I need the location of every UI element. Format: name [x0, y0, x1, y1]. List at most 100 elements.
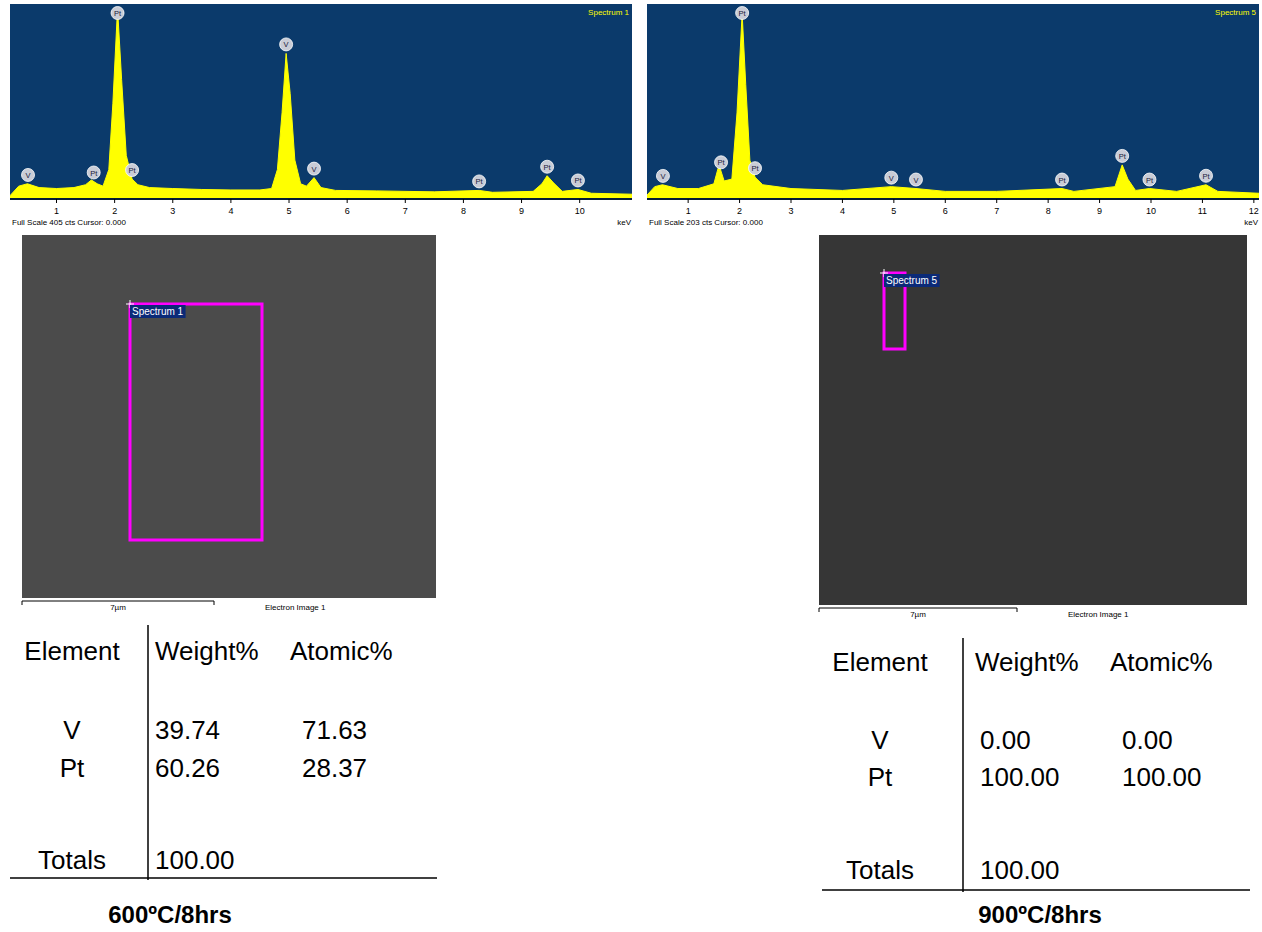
table-header: Atomic%	[1110, 647, 1213, 677]
peak-marker	[749, 162, 762, 175]
x-tick-label: 6	[345, 206, 350, 216]
x-tick-label: 4	[840, 206, 845, 216]
table-cell: V	[871, 725, 889, 755]
x-tick	[945, 199, 946, 203]
x-tick	[739, 199, 740, 203]
peak-label: Pt	[1202, 172, 1210, 181]
x-tick-label: 1	[54, 206, 59, 216]
peak-label: V	[889, 174, 894, 183]
x-tick-label: 6	[943, 206, 948, 216]
peak-label: Pt	[751, 164, 759, 173]
x-tick	[521, 199, 522, 203]
peak-label: V	[284, 40, 289, 49]
x-tick-label: 3	[788, 206, 793, 216]
x-tick	[1253, 199, 1254, 203]
x-tick-label: 12	[1249, 206, 1259, 216]
panel: Spectrum 17µmElectron Image 1ElementWeig…	[10, 235, 437, 928]
x-tick-label: 10	[575, 206, 585, 216]
figure: 12345678910Full Scale 405 cts Cursor: 0.…	[0, 0, 1262, 932]
spectrum-chart: 123456789101112Full Scale 203 cts Cursor…	[647, 4, 1259, 227]
peak-marker	[126, 164, 139, 177]
peak-marker	[1143, 173, 1156, 186]
spectrum-title: Spectrum 1	[588, 8, 629, 17]
peak-label: Pt	[1146, 176, 1154, 185]
table-cell: 71.63	[302, 715, 367, 745]
peak-marker	[111, 7, 124, 20]
x-tick-label: 3	[170, 206, 175, 216]
peak-label: Pt	[476, 177, 484, 186]
x-tick	[347, 199, 348, 203]
peak-marker	[280, 38, 293, 51]
table-cell: 0.00	[1122, 725, 1173, 755]
peak-marker	[22, 168, 35, 181]
spectrum-chart: 12345678910Full Scale 405 cts Cursor: 0.…	[10, 4, 632, 227]
peak-label: Pt	[739, 9, 747, 18]
x-tick-label: 8	[461, 206, 466, 216]
x-tick	[791, 199, 792, 203]
x-tick	[1202, 199, 1203, 203]
x-tick-label: 9	[1097, 206, 1102, 216]
peak-marker	[541, 160, 554, 173]
table-cell: 28.37	[302, 753, 367, 783]
peak-label: V	[913, 176, 918, 185]
region-label: Spectrum 1	[132, 306, 184, 317]
x-axis-title: keV	[617, 218, 631, 227]
table-cell: 60.26	[155, 753, 220, 783]
peak-marker	[308, 162, 321, 175]
x-tick	[463, 199, 464, 203]
spectrum-area	[647, 14, 1259, 198]
peak-label: Pt	[129, 166, 137, 175]
table-header: Weight%	[975, 647, 1079, 677]
data-group	[10, 8, 632, 198]
scale-bar-label: 7µm	[110, 603, 126, 612]
table-totals: Totals	[846, 855, 914, 885]
x-tick	[1151, 199, 1152, 203]
peak-label: Pt	[114, 9, 122, 18]
spectrum-area	[10, 8, 632, 198]
x-tick-label: 7	[403, 206, 408, 216]
x-tick	[230, 199, 231, 203]
peak-marker	[736, 7, 749, 20]
peak-marker	[87, 166, 100, 179]
x-tick	[579, 199, 580, 203]
x-axis-title: keV	[1244, 218, 1258, 227]
peak-label: V	[26, 171, 31, 180]
region-label: Spectrum 5	[886, 275, 938, 286]
region-label-bg	[884, 274, 940, 287]
table-cell: 0.00	[980, 725, 1031, 755]
x-tick-label: 9	[519, 206, 524, 216]
table-cell: V	[63, 715, 81, 745]
x-axis-line	[10, 199, 632, 200]
region-label-bg	[130, 305, 186, 318]
spectrum-region	[130, 304, 262, 540]
table-header: Element	[24, 636, 120, 666]
peak-marker	[885, 171, 898, 184]
x-tick-label: 2	[737, 206, 742, 216]
peak-label: V	[660, 172, 665, 181]
table-cell: Pt	[60, 753, 85, 783]
x-tick	[114, 199, 115, 203]
peak-marker	[1116, 149, 1129, 162]
peak-label: Pt	[718, 158, 726, 167]
x-tick	[1099, 199, 1100, 203]
peak-marker	[1056, 173, 1069, 186]
table-header: Element	[832, 647, 928, 677]
scale-bar-label: 7µm	[910, 610, 926, 619]
x-tick	[996, 199, 997, 203]
table-totals: 100.00	[155, 845, 235, 875]
x-tick	[405, 199, 406, 203]
electron-image	[22, 235, 436, 598]
x-tick-label: 8	[1046, 206, 1051, 216]
x-tick-label: 5	[287, 206, 292, 216]
table-cell: 39.74	[155, 715, 220, 745]
spectrum-title: Spectrum 5	[1215, 8, 1256, 17]
plot-background	[647, 4, 1259, 200]
table-totals: 100.00	[980, 855, 1060, 885]
table-header: Weight%	[155, 636, 259, 666]
peak-marker	[473, 175, 486, 188]
peak-label: V	[312, 165, 317, 174]
table-rule	[147, 625, 149, 880]
table-rule	[822, 889, 1250, 891]
table-rule	[962, 638, 964, 892]
table-rule	[10, 877, 437, 879]
